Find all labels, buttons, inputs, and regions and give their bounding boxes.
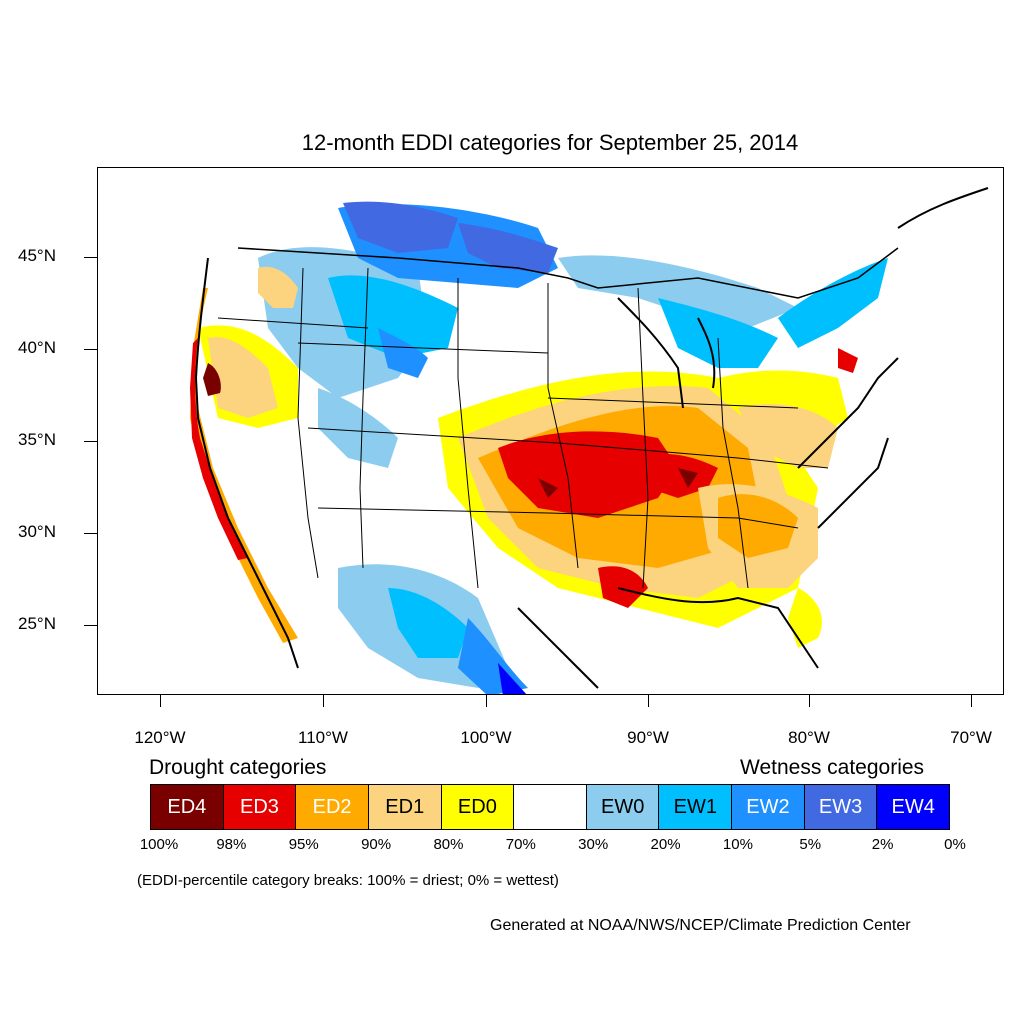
percent-break-label: 2%	[871, 836, 894, 853]
y-tick	[84, 349, 97, 350]
legend-category: EW2	[732, 785, 805, 829]
west-coast-drought	[190, 288, 298, 643]
percent-break-label: 98%	[216, 836, 247, 853]
legend-category: ED3	[223, 785, 297, 829]
percent-break-label: 95%	[288, 836, 319, 853]
percent-break-label: 0%	[944, 836, 966, 853]
x-axis-label: 110°W	[298, 728, 348, 747]
percent-break-label: 30%	[578, 836, 609, 853]
percent-break-label: 5%	[799, 836, 822, 853]
boundaries	[194, 187, 989, 689]
legend-category: EW0	[586, 785, 660, 829]
y-tick	[84, 441, 97, 442]
x-tick	[323, 695, 324, 707]
legend-category: EW1	[659, 785, 733, 829]
category-note: (EDDI-percentile category breaks: 100% =…	[137, 872, 559, 889]
legend-colorbar: ED4 ED3 ED2 ED1 ED0 EW0 EW1 EW2 EW3 EW4	[150, 784, 950, 830]
map-title: 12-month EDDI categories for September 2…	[301, 130, 799, 155]
x-axis-label: 120°W	[134, 728, 186, 747]
legend-category	[514, 785, 587, 829]
x-tick	[160, 695, 161, 707]
wetness-regions	[258, 201, 888, 694]
drought-heading: Drought categories	[149, 756, 327, 779]
y-axis-label: 25°N	[18, 614, 56, 633]
legend-category: ED0	[441, 785, 515, 829]
y-tick	[84, 257, 97, 258]
wetness-heading: Wetness categories	[740, 756, 925, 779]
percent-break-label: 80%	[433, 836, 464, 853]
x-tick	[809, 695, 810, 707]
y-tick	[84, 533, 97, 534]
legend-category: ED1	[368, 785, 442, 829]
percent-break-label: 20%	[650, 836, 681, 853]
x-axis-label: 70°W	[950, 728, 992, 747]
y-axis-label: 40°N	[18, 338, 56, 357]
y-axis-label: 30°N	[18, 522, 56, 541]
legend-category: EW3	[804, 785, 878, 829]
y-axis-label: 45°N	[18, 246, 56, 265]
percent-break-label: 70%	[505, 836, 536, 853]
x-tick	[648, 695, 649, 707]
legend-category: EW4	[877, 785, 950, 829]
legend-category: ED2	[296, 785, 369, 829]
x-axis-label: 100°W	[460, 728, 512, 747]
eddi-map	[190, 187, 989, 694]
x-tick	[971, 695, 972, 707]
drought-regions	[198, 266, 858, 648]
x-axis-label: 80°W	[788, 728, 830, 747]
percent-break-label: 10%	[722, 836, 753, 853]
credit-text: Generated at NOAA/NWS/NCEP/Climate Predi…	[490, 917, 911, 934]
percent-break-label: 100%	[139, 836, 179, 853]
map-panel	[97, 167, 1004, 695]
x-tick	[486, 695, 487, 707]
y-tick	[84, 625, 97, 626]
legend-category: ED4	[151, 785, 224, 829]
x-axis-label: 90°W	[627, 728, 669, 747]
y-axis-label: 35°N	[18, 430, 56, 449]
percent-break-label: 90%	[361, 836, 392, 853]
